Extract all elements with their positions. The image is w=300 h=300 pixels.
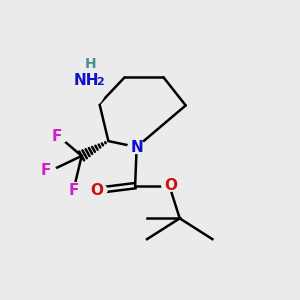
Text: O: O xyxy=(164,178,177,193)
Text: O: O xyxy=(90,183,103,198)
Ellipse shape xyxy=(127,140,146,154)
Ellipse shape xyxy=(44,166,57,176)
Text: H: H xyxy=(85,57,96,71)
Text: 2: 2 xyxy=(96,77,103,87)
Ellipse shape xyxy=(161,179,178,192)
Ellipse shape xyxy=(68,182,81,193)
Text: F: F xyxy=(69,183,80,198)
Ellipse shape xyxy=(76,77,105,107)
Text: F: F xyxy=(41,163,51,178)
Text: F: F xyxy=(51,129,62,144)
Ellipse shape xyxy=(54,133,68,143)
Ellipse shape xyxy=(91,184,108,197)
Polygon shape xyxy=(87,89,100,104)
Text: N: N xyxy=(130,140,143,154)
Text: NH: NH xyxy=(73,73,99,88)
